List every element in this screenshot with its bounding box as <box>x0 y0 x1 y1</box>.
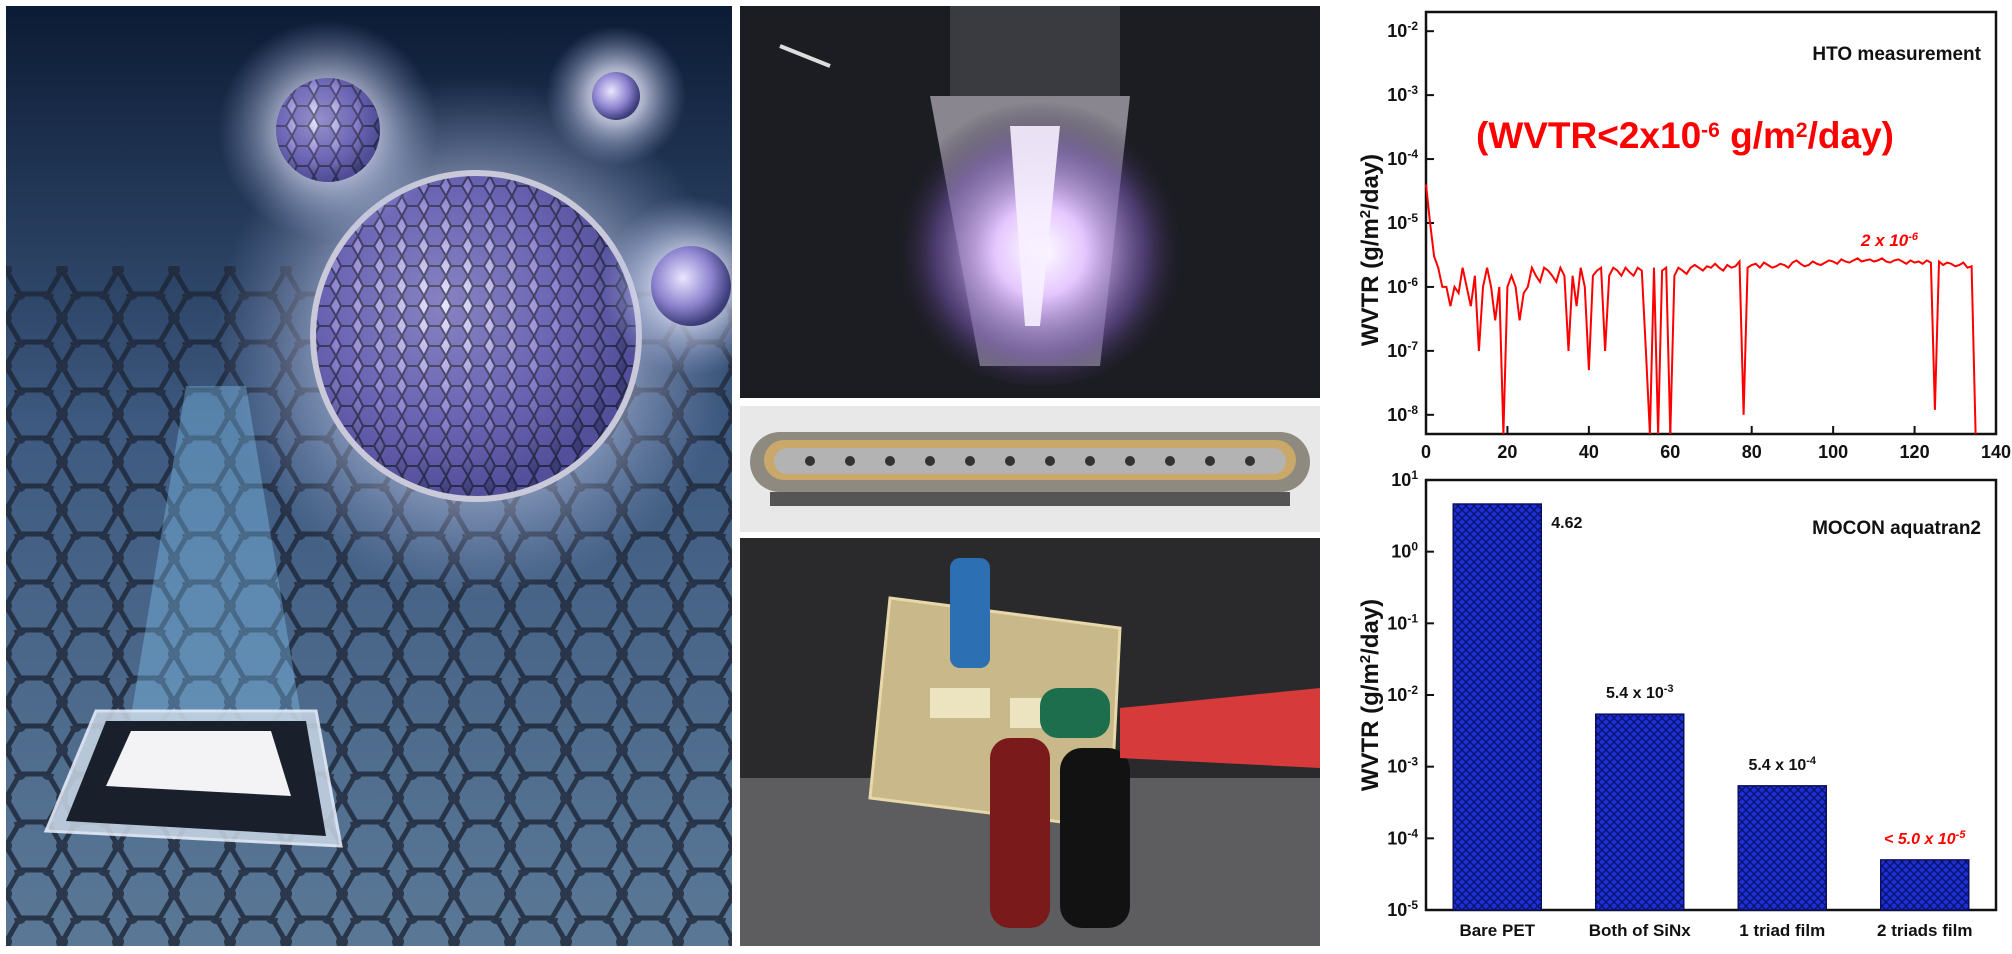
hto-series-line <box>1425 184 1977 435</box>
hto-chart-title: HTO measurement <box>1812 44 1981 65</box>
mocon-aquatran2-chart: MOCON aquatran2 WVTR (g/m2/day) 101 100 10… <box>1326 470 2012 954</box>
linear-electrode-photo <box>740 406 1320 532</box>
mocon-bar <box>1595 713 1685 911</box>
flexible-device-test-photo-icon <box>740 538 1320 946</box>
mocon-bar <box>1737 785 1827 911</box>
mocon-category-label: 2 triads film <box>1877 921 1972 940</box>
hto-y-tick-label: 10-8 <box>1387 403 1418 425</box>
hto-x-tick-label: 60 <box>1660 442 1680 462</box>
mocon-y-tick-label: 10-3 <box>1387 755 1418 777</box>
hto-x-tick-label: 140 <box>1981 442 2011 462</box>
mocon-y-tick-label: 100 <box>1391 540 1418 562</box>
mocon-chart-svg: MOCON aquatran2 WVTR (g/m2/day) 101 100 10… <box>1357 470 1998 940</box>
device-test-photo <box>740 538 1320 946</box>
plasma-source-photo <box>740 6 1320 398</box>
hto-x-tick-label: 100 <box>1818 442 1848 462</box>
hto-y-tick-label: 10-2 <box>1387 19 1418 41</box>
linear-electrode-photo-icon <box>740 406 1320 532</box>
mocon-data-label: < 5.0 x 10-5 <box>1884 829 1966 848</box>
hto-y-tick-label: 10-6 <box>1387 275 1418 297</box>
mocon-y-tick-label: 10-5 <box>1387 898 1418 920</box>
hto-x-tick-label: 40 <box>1579 442 1599 462</box>
nanoparticle-illustration <box>6 6 732 946</box>
mocon-category-label: Bare PET <box>1459 921 1535 940</box>
hto-y-tick-label: 10-5 <box>1387 211 1418 233</box>
mocon-bar <box>1880 859 1970 911</box>
hto-plot-frame <box>1424 10 1998 436</box>
mocon-y-tick-label: 101 <box>1391 470 1418 490</box>
hto-y-axis-label: WVTR (g/m2/day) <box>1357 154 1385 346</box>
mocon-data-label: 5.4 x 10-3 <box>1606 683 1674 702</box>
hto-x-tick-label: 120 <box>1900 442 1930 462</box>
mocon-category-label: Both of SiNx <box>1589 921 1692 940</box>
hto-annotation: (WVTR<2x10-6 g/m2/day) <box>1476 115 1894 156</box>
mocon-data-label: 5.4 x 10-4 <box>1748 755 1816 774</box>
hto-y-tick-label: 10-4 <box>1387 147 1418 169</box>
hto-x-tick-label: 80 <box>1742 442 1762 462</box>
mocon-y-tick-label: 10-2 <box>1387 683 1418 705</box>
hto-x-tick-label: 0 <box>1421 442 1431 462</box>
mocon-y-axis-label: WVTR (g/m2/day) <box>1357 599 1385 791</box>
fullerene-nanoparticle-illustration-icon <box>6 6 732 946</box>
mocon-y-tick-label: 10-4 <box>1387 826 1418 848</box>
hto-chart-svg: HTO measurement (WVTR<2x10-6 g/m2/day) 2… <box>1357 10 2011 462</box>
mocon-chart-title: MOCON aquatran2 <box>1812 518 1981 539</box>
mocon-category-label: 1 triad film <box>1739 921 1825 940</box>
mocon-bar <box>1452 503 1542 911</box>
hto-series-label: 2 x 10-6 <box>1860 231 1919 250</box>
hto-y-tick-label: 10-3 <box>1387 83 1418 105</box>
hto-y-tick-label: 10-7 <box>1387 339 1418 361</box>
mocon-data-label: 4.62 <box>1551 515 1582 532</box>
hto-measurement-chart: HTO measurement (WVTR<2x10-6 g/m2/day) 2… <box>1326 0 2012 470</box>
mocon-y-tick-label: 10-1 <box>1387 611 1418 633</box>
plasma-source-photo-icon <box>740 6 1320 398</box>
hto-x-tick-label: 20 <box>1497 442 1517 462</box>
